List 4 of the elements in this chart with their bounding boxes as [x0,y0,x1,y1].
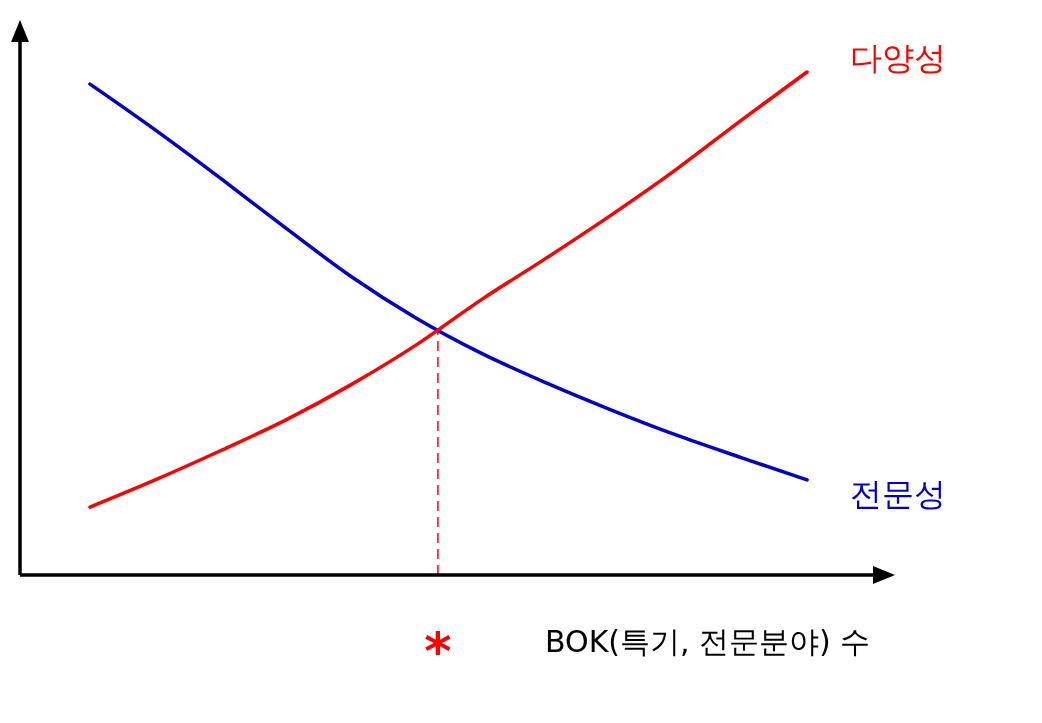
series-label: 전문성 [850,474,946,513]
text: * [424,621,452,681]
series-label: 다양성 [850,39,946,77]
x-axis-title: BOK(특기, 전문분야) 수 [545,623,871,659]
